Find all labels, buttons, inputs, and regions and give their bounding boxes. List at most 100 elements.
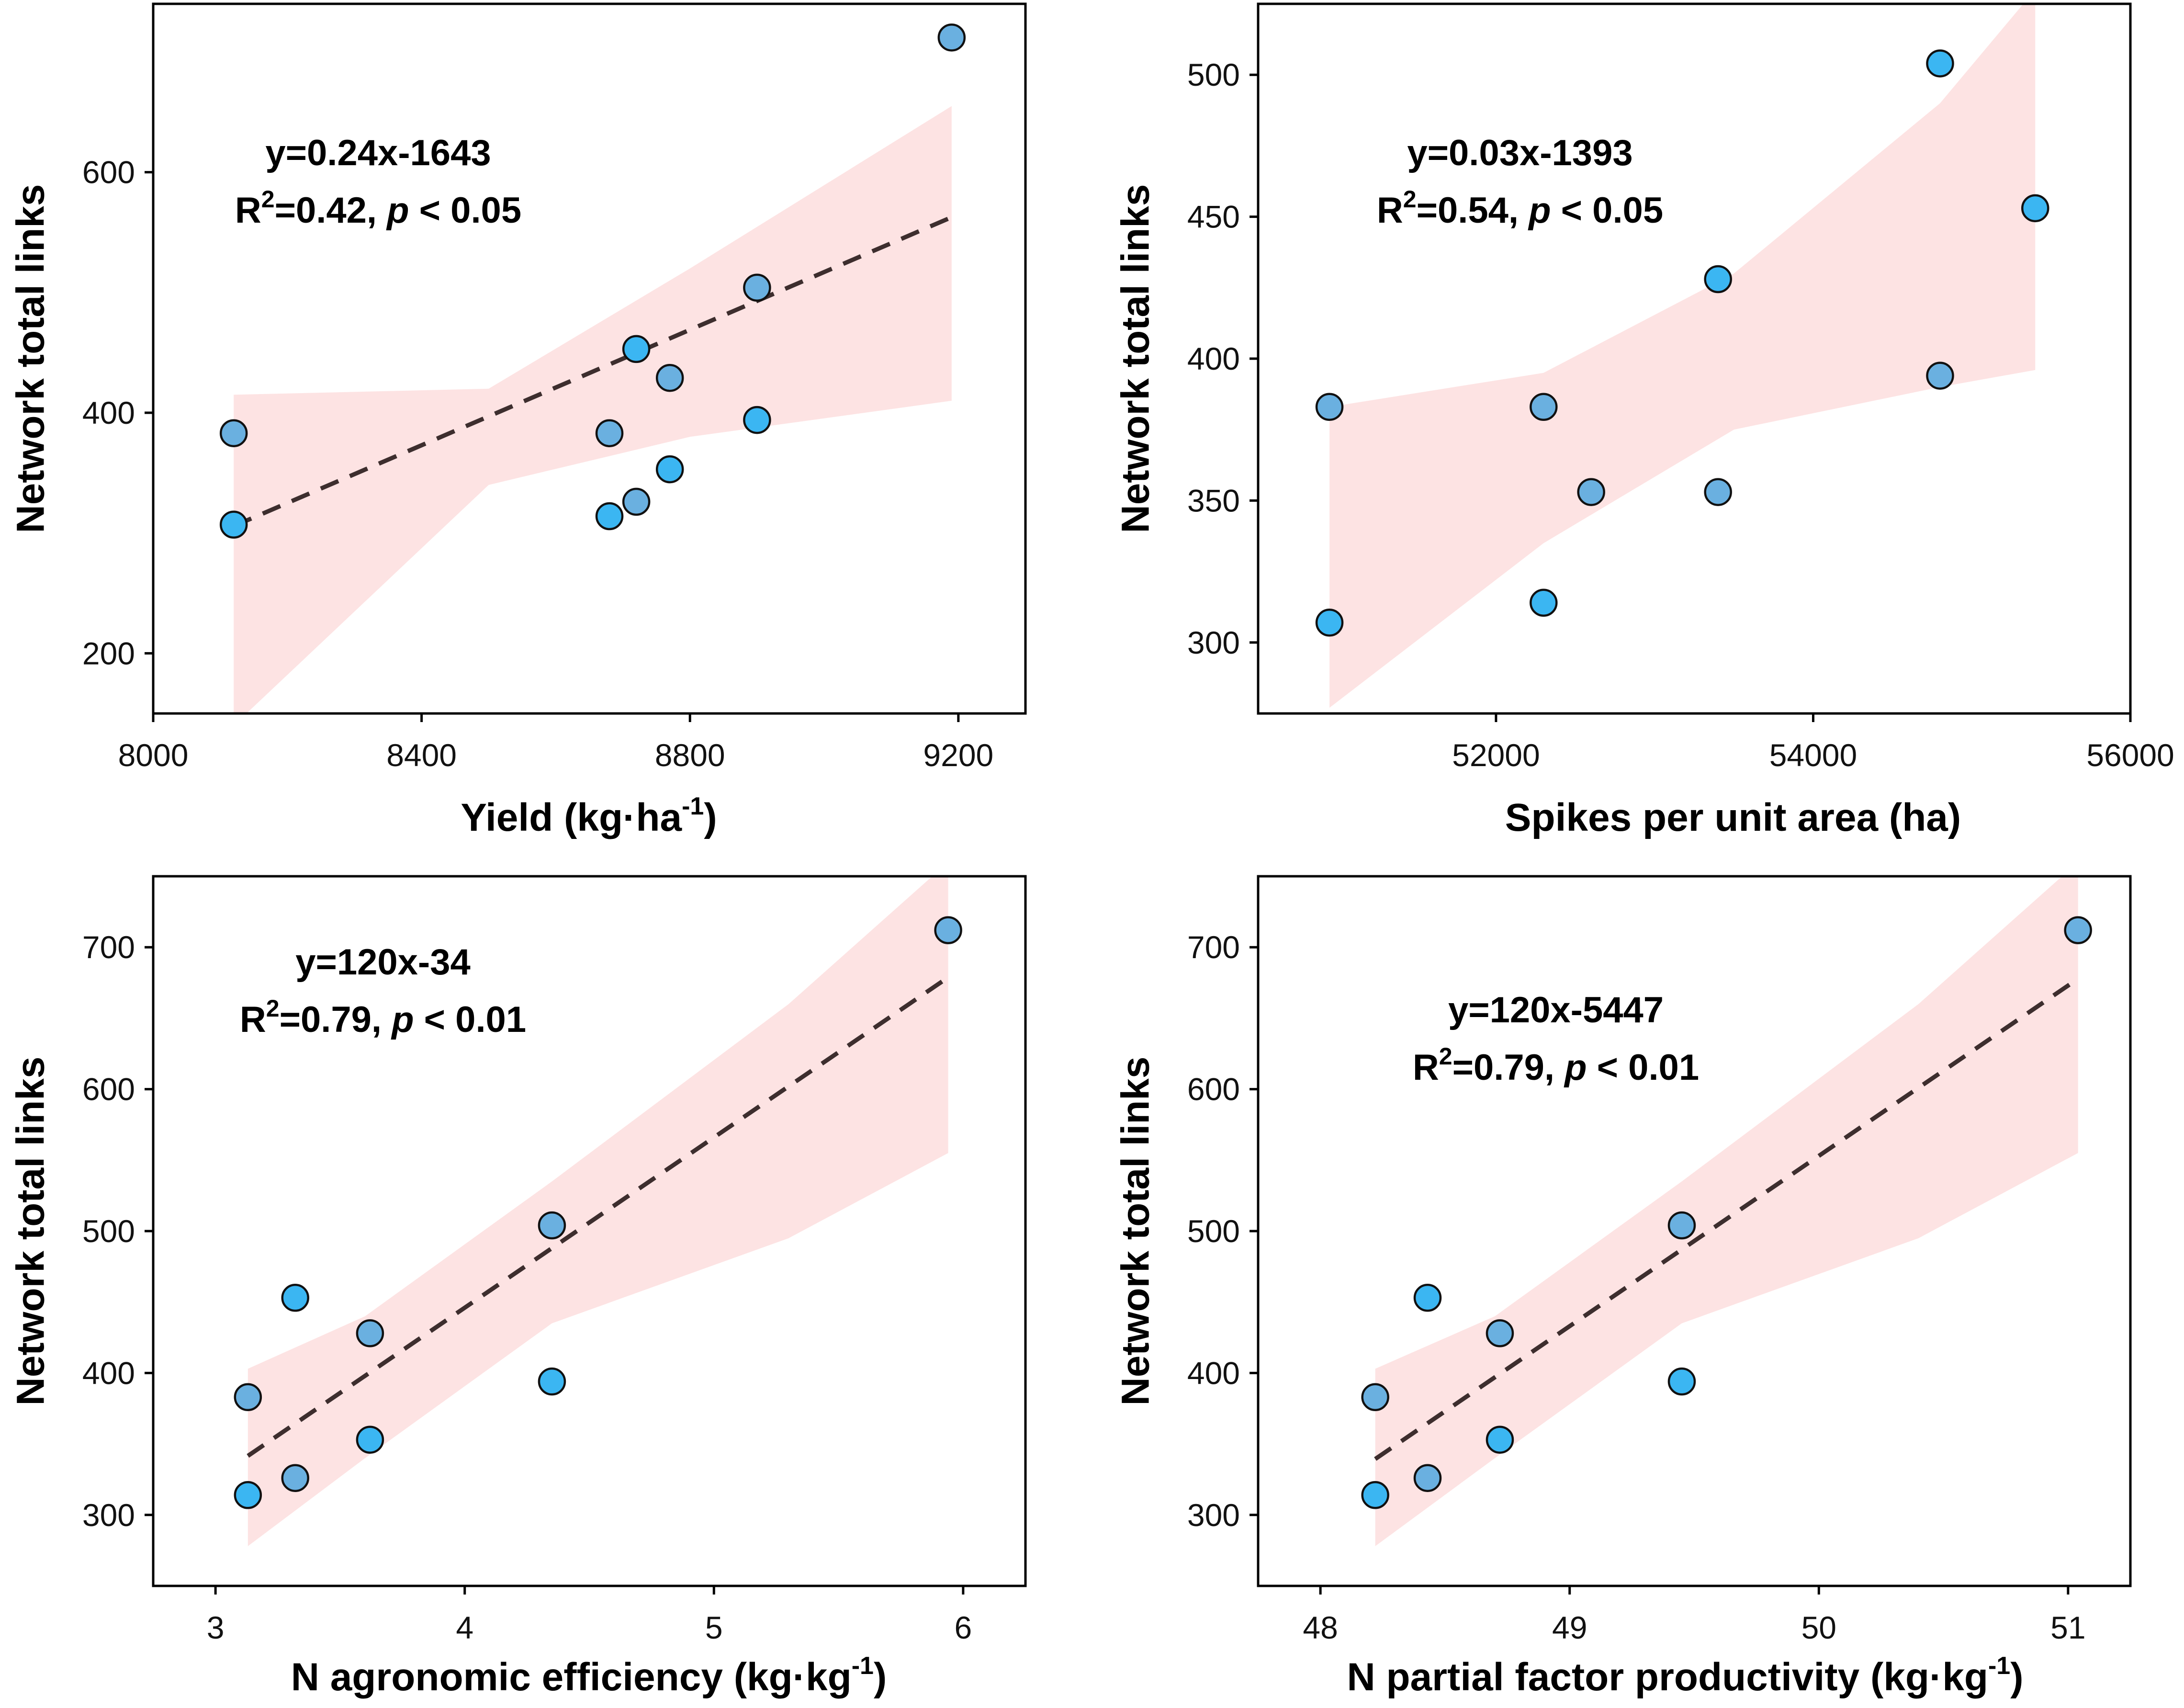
y-tick-label: 500 bbox=[1187, 57, 1240, 92]
data-point bbox=[219, 419, 248, 447]
y-tick-label: 450 bbox=[1187, 199, 1240, 235]
x-axis-label: N partial factor productivity (kg·kg-1) bbox=[1347, 1652, 2023, 1699]
regression-line bbox=[1374, 977, 2080, 1461]
confidence-band bbox=[1329, 4, 2036, 708]
r-squared-annotation: R2=0.79, p < 0.01 bbox=[240, 995, 526, 1040]
data-point bbox=[2064, 916, 2092, 944]
r-squared-annotation: R2=0.79, p < 0.01 bbox=[1413, 1043, 1699, 1088]
x-tick-label: 56000 bbox=[2086, 737, 2174, 773]
r2-value: =0.42, bbox=[275, 190, 387, 231]
y-axis-label: Network total links bbox=[9, 184, 53, 533]
r-squared-annotation: R2=0.42, p < 0.05 bbox=[235, 186, 521, 231]
data-point bbox=[655, 455, 684, 484]
x-tick-label: 54000 bbox=[1769, 737, 1858, 773]
confidence-band bbox=[1375, 876, 2078, 1547]
data-point bbox=[595, 502, 624, 531]
x-axis-label-main: N agronomic efficiency (kg·kg bbox=[291, 1655, 852, 1699]
r2-prefix: R bbox=[1377, 190, 1403, 231]
data-point bbox=[2021, 194, 2049, 223]
r2-prefix: R bbox=[240, 999, 266, 1040]
x-axis-label-sup: -1 bbox=[682, 792, 704, 820]
y-tick-label: 400 bbox=[1187, 1355, 1240, 1391]
x-axis-label-tail: ) bbox=[874, 1655, 887, 1699]
r2-sup: 2 bbox=[261, 186, 275, 213]
p-label: p bbox=[1564, 1047, 1587, 1088]
regression-equation: y=120x-5447 bbox=[1448, 990, 1664, 1030]
y-tick-label: 500 bbox=[82, 1213, 135, 1249]
x-tick-label: 50 bbox=[1801, 1610, 1836, 1645]
x-axis-label-main: N partial factor productivity (kg·kg bbox=[1347, 1655, 1988, 1699]
r2-value: =0.79, bbox=[280, 999, 392, 1040]
data-point bbox=[1315, 609, 1344, 637]
r2-sup: 2 bbox=[1403, 186, 1417, 213]
data-point bbox=[356, 1319, 384, 1347]
y-tick-label: 400 bbox=[82, 395, 135, 430]
p-value: < 0.05 bbox=[1551, 190, 1664, 231]
r2-value: =0.79, bbox=[1452, 1047, 1565, 1088]
x-tick-label: 48 bbox=[1303, 1610, 1338, 1645]
data-point bbox=[1926, 49, 1954, 78]
data-point bbox=[1577, 478, 1605, 506]
p-value: < 0.05 bbox=[409, 190, 522, 231]
data-point bbox=[1704, 478, 1732, 506]
x-axis-label-sup: -1 bbox=[1988, 1652, 2010, 1680]
p-label: p bbox=[386, 190, 409, 231]
regression-equation: y=0.24x-1643 bbox=[265, 133, 491, 173]
data-point bbox=[1413, 1284, 1442, 1312]
r2-value: =0.54, bbox=[1417, 190, 1529, 231]
x-axis-label-main: Spikes per unit area (ha) bbox=[1505, 796, 1961, 839]
y-axis-label: Network total links bbox=[1114, 1056, 1158, 1405]
data-point bbox=[281, 1464, 309, 1492]
x-axis-label: N agronomic efficiency (kg·kg-1) bbox=[291, 1652, 887, 1699]
data-point bbox=[1926, 362, 1954, 390]
data-point bbox=[934, 916, 962, 944]
panel-2: 52000 54000 56000 300 350 400 450 500 Spikes per… bbox=[1114, 2, 2174, 839]
y-tick-label: 600 bbox=[82, 155, 135, 190]
regression-line bbox=[247, 975, 950, 1458]
x-tick-label: 8800 bbox=[655, 737, 725, 773]
x-axis-label-main: Yield (kg·ha bbox=[461, 796, 682, 839]
x-tick-label: 3 bbox=[207, 1610, 225, 1645]
data-point bbox=[1486, 1319, 1514, 1347]
x-tick-label: 49 bbox=[1552, 1610, 1587, 1645]
y-axis-label: Network total links bbox=[9, 1056, 53, 1405]
data-point bbox=[219, 510, 248, 539]
r-squared-annotation: R2=0.54, p < 0.05 bbox=[1377, 186, 1663, 231]
x-tick-label: 51 bbox=[2050, 1610, 2085, 1645]
p-value: < 0.01 bbox=[1587, 1047, 1700, 1088]
data-point bbox=[234, 1481, 262, 1509]
x-axis-label-sup: -1 bbox=[852, 1652, 874, 1680]
data-point bbox=[1486, 1425, 1514, 1454]
x-tick-label: 8000 bbox=[118, 737, 189, 773]
data-point bbox=[937, 23, 966, 52]
y-tick-label: 700 bbox=[82, 929, 135, 965]
x-axis-label-tail: ) bbox=[2010, 1655, 2023, 1699]
data-point bbox=[281, 1284, 309, 1312]
y-tick-label: 350 bbox=[1187, 483, 1240, 518]
y-tick-label: 400 bbox=[82, 1355, 135, 1391]
y-tick-label: 300 bbox=[1187, 1497, 1240, 1533]
x-axis-label-tail: ) bbox=[704, 796, 717, 839]
data-point bbox=[1530, 393, 1558, 421]
data-point bbox=[622, 335, 651, 363]
regression-line bbox=[233, 215, 953, 528]
p-label: p bbox=[391, 999, 414, 1040]
y-tick-label: 600 bbox=[1187, 1072, 1240, 1107]
data-point bbox=[538, 1367, 566, 1396]
x-axis-label: Yield (kg·ha-1) bbox=[461, 792, 717, 839]
regression-equation: y=0.03x-1393 bbox=[1407, 133, 1632, 173]
y-tick-label: 300 bbox=[82, 1497, 135, 1533]
y-axis-label: Network total links bbox=[1114, 184, 1158, 533]
x-tick-label: 52000 bbox=[1452, 737, 1540, 773]
r2-prefix: R bbox=[1413, 1047, 1439, 1088]
y-tick-label: 300 bbox=[1187, 625, 1240, 660]
data-point bbox=[1667, 1367, 1696, 1396]
x-tick-label: 5 bbox=[705, 1610, 723, 1645]
r2-sup: 2 bbox=[1439, 1043, 1452, 1070]
confidence-band bbox=[234, 106, 952, 713]
r2-prefix: R bbox=[235, 190, 261, 231]
data-point bbox=[595, 419, 624, 447]
data-point bbox=[1530, 588, 1558, 617]
data-point bbox=[1413, 1464, 1442, 1492]
